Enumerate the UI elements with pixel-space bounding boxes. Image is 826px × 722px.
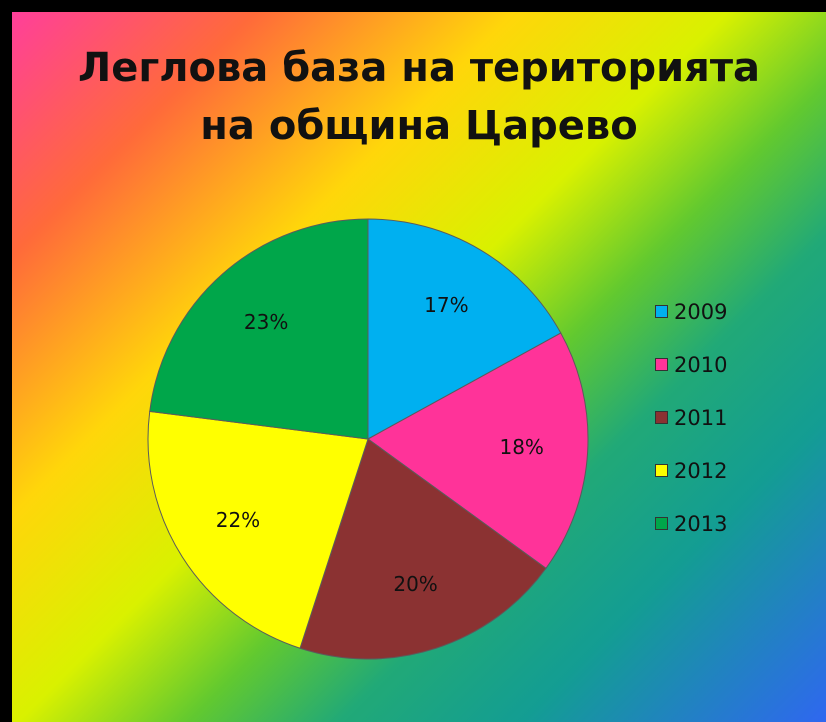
legend-swatch-2011	[655, 411, 668, 424]
pie-label-2013: 23%	[244, 310, 288, 334]
legend-item-2010: 2010	[655, 338, 775, 391]
chart-title-line-1: Леглова база на територията	[77, 45, 761, 91]
legend-label-2011: 2011	[674, 405, 728, 430]
pie-label-2009: 17%	[424, 293, 468, 317]
chart-title-line-2: на община Царево	[200, 103, 638, 149]
legend-label-2009: 2009	[674, 299, 728, 324]
pie-label-2011: 20%	[393, 572, 437, 596]
legend-label-2010: 2010	[674, 352, 728, 377]
legend-swatch-2010	[655, 358, 668, 371]
chart-title: Леглова база на територията на община Ца…	[12, 39, 826, 155]
pie-slice-2012	[147, 410, 369, 649]
legend-swatch-2013	[655, 517, 668, 530]
chart-area: Леглова база на територията на община Ца…	[12, 12, 826, 722]
pie-slice-2011	[299, 438, 547, 660]
legend-swatch-2009	[655, 305, 668, 318]
pie-chart: 17% 18% 20% 22% 23%	[147, 218, 589, 660]
pie-slice-2009	[367, 218, 562, 440]
legend-item-2011: 2011	[655, 391, 775, 444]
pie-label-2010: 18%	[499, 435, 543, 459]
legend-label-2012: 2012	[674, 458, 728, 483]
legend-item-2009: 2009	[655, 285, 775, 338]
legend-item-2013: 2013	[655, 497, 775, 550]
legend-swatch-2012	[655, 464, 668, 477]
legend: 2009 2010 2011 2012 2013	[655, 285, 775, 550]
pie-slice-2010	[367, 332, 589, 570]
legend-item-2012: 2012	[655, 444, 775, 497]
pie-label-2012: 22%	[216, 508, 260, 532]
legend-label-2013: 2013	[674, 511, 728, 536]
pie-slice-2013	[149, 218, 369, 440]
